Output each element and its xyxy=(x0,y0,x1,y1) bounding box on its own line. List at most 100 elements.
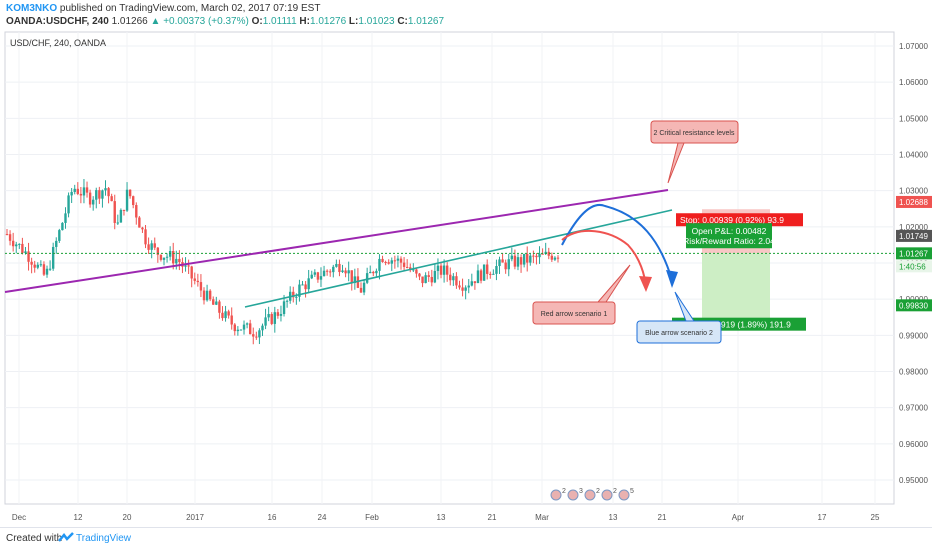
candle-body xyxy=(338,263,341,273)
callout-blue-text: Blue arrow scenario 2 xyxy=(645,330,713,337)
candle-body xyxy=(264,317,267,326)
y-tick-label: 0.96000 xyxy=(899,440,928,449)
candle-body xyxy=(58,230,61,241)
x-tick-label: 13 xyxy=(437,513,446,522)
candle-body xyxy=(270,314,273,324)
tradingview-logo-icon xyxy=(58,532,74,542)
symbol-label: OANDA:USDCHF, 240 xyxy=(6,16,109,27)
candle-body xyxy=(473,281,477,284)
candle-body xyxy=(67,195,70,214)
candle-body xyxy=(418,273,421,277)
candle-body xyxy=(285,300,289,302)
candle-body xyxy=(159,254,163,260)
candle-body xyxy=(258,330,261,338)
tradingview-brand[interactable]: TradingView xyxy=(76,533,132,544)
close-label: C: xyxy=(397,16,408,27)
candle-body xyxy=(147,244,150,250)
y-tick-label: 0.98000 xyxy=(899,368,928,377)
target-label: Target: 0.01919 (1.89%) 191.9 xyxy=(676,320,791,330)
price-change: +0.00373 (+0.37%) xyxy=(163,16,249,27)
candle-body xyxy=(168,250,172,257)
created-with-text: Created with xyxy=(6,533,63,544)
candle-body xyxy=(387,262,390,264)
candle-body xyxy=(439,265,443,275)
open-label: O: xyxy=(251,16,263,27)
close-value: 1.01267 xyxy=(407,16,445,27)
candle-body xyxy=(319,276,323,280)
countdown-label: 1:40:56 xyxy=(899,262,926,271)
candle-body xyxy=(310,274,313,279)
candle-body xyxy=(553,257,557,260)
current-price-marker-box xyxy=(896,247,932,260)
event-flag-icon xyxy=(601,489,613,501)
event-count: 2 xyxy=(562,488,566,495)
candle-body xyxy=(132,196,135,206)
candle-body xyxy=(242,324,246,330)
candle-body xyxy=(467,285,470,288)
candle-body xyxy=(36,264,39,268)
axes: 1.07000 1.06000 1.05000 1.04000 1.03000 1.020… xyxy=(12,42,932,522)
candle-body xyxy=(402,262,406,267)
y-tick-label: 1.02000 xyxy=(899,223,928,232)
candle-body xyxy=(510,255,514,260)
candle-body xyxy=(344,270,347,274)
candle-body xyxy=(88,192,92,205)
event-flag-icon xyxy=(584,489,596,501)
callout-resistance-box xyxy=(650,120,739,144)
candle-body xyxy=(82,187,86,196)
symbol-quote-line: OANDA:USDCHF, 240 1.01266 ▲ +0.00373 (+0… xyxy=(6,16,444,27)
candle-body xyxy=(61,222,64,231)
low-value: 1.01023 xyxy=(358,16,395,27)
candle-body xyxy=(556,257,560,259)
candle-body xyxy=(255,336,258,338)
candle-body xyxy=(248,323,252,335)
candle-body xyxy=(412,269,415,271)
candle-body xyxy=(76,188,79,194)
candle-body xyxy=(461,287,464,291)
candle-body xyxy=(73,188,76,192)
candle-body xyxy=(449,274,452,281)
candle-body xyxy=(276,312,280,316)
candle-body xyxy=(301,284,304,286)
current-price-marker: 1.01267 xyxy=(899,249,928,258)
candle-body xyxy=(218,301,221,313)
candle-body xyxy=(335,263,338,267)
candle-body xyxy=(98,190,101,199)
candle-body xyxy=(128,189,132,197)
x-tick-label: 16 xyxy=(268,513,277,522)
candle-body xyxy=(538,253,541,258)
candle-body xyxy=(341,270,344,273)
candle-body xyxy=(196,280,200,283)
candle-body xyxy=(11,240,15,247)
candle-body xyxy=(221,312,224,319)
candle-body xyxy=(156,247,160,255)
purple-trendline xyxy=(4,189,669,293)
author-name[interactable]: KOM3NKO xyxy=(6,3,58,14)
candle-body xyxy=(230,315,233,325)
candle-body xyxy=(421,276,424,284)
y-tick-label: 0.97000 xyxy=(899,404,928,413)
candle-body xyxy=(415,269,418,274)
candle-body xyxy=(15,244,18,247)
candle-body xyxy=(178,258,181,263)
candle-body xyxy=(267,314,270,318)
candle-body xyxy=(295,296,298,298)
event-count: 2 xyxy=(613,488,617,495)
candle-body xyxy=(436,265,440,271)
x-tick-label: 24 xyxy=(318,513,327,522)
candle-body xyxy=(304,284,307,290)
candle-body xyxy=(184,265,187,267)
high-label: H: xyxy=(299,16,310,27)
candle-body xyxy=(479,270,483,281)
candle-body xyxy=(316,272,320,280)
candle-body xyxy=(135,205,138,218)
candle-body xyxy=(27,251,30,262)
candle-body xyxy=(332,266,335,273)
candle-body xyxy=(18,243,21,245)
candle-body xyxy=(329,271,332,273)
candle-body xyxy=(144,229,147,245)
candle-body xyxy=(153,243,156,248)
candle-body xyxy=(390,260,393,264)
pnl-label: Open P&L: 0.00482 xyxy=(692,226,767,236)
